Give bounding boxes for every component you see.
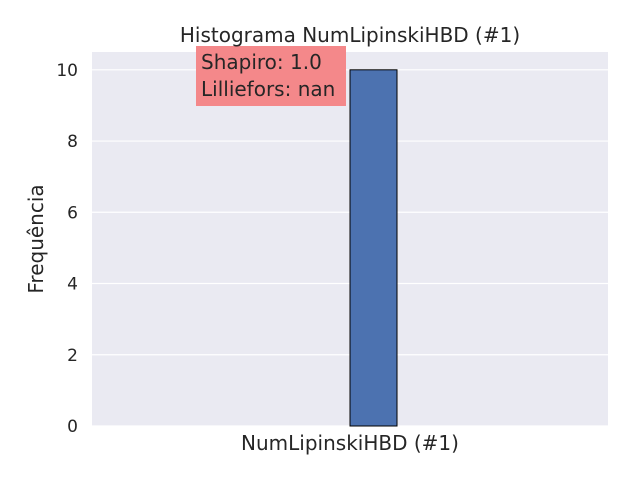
histogram-bar <box>349 69 398 427</box>
y-axis-ticks: 0 2 4 6 8 10 <box>56 61 78 437</box>
y-tick-label: 0 <box>67 417 78 437</box>
y-axis-label: Frequência <box>24 184 48 293</box>
y-tick-label: 6 <box>67 203 78 223</box>
stats-annotation: Shapiro: 1.0 Lilliefors: nan <box>196 46 346 106</box>
chart-title: Histograma NumLipinskiHBD (#1) <box>180 23 520 47</box>
annotation-lilliefors: Lilliefors: nan <box>201 77 335 101</box>
x-axis-label: NumLipinskiHBD (#1) <box>241 431 459 455</box>
y-tick-label: 8 <box>67 132 78 152</box>
y-tick-label: 4 <box>67 275 78 295</box>
y-tick-label: 10 <box>56 61 78 81</box>
y-tick-label: 2 <box>67 346 78 366</box>
annotation-shapiro: Shapiro: 1.0 <box>201 50 322 74</box>
bars <box>349 69 398 427</box>
annotation-box <box>196 46 346 106</box>
